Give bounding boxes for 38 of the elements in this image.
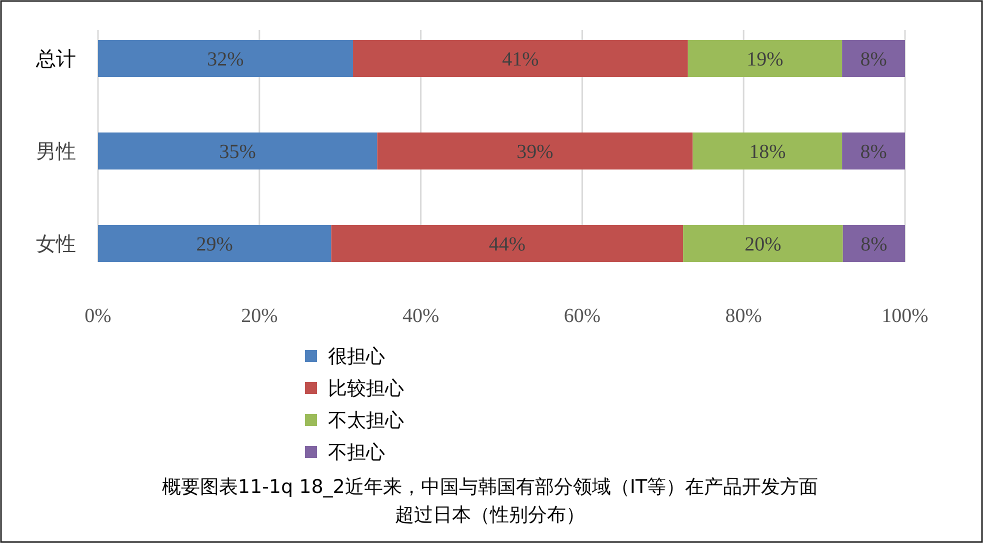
x-tick-label: 40% bbox=[402, 305, 440, 327]
data-label: 29% bbox=[196, 234, 233, 256]
bar bbox=[683, 225, 843, 262]
x-tick-label: 20% bbox=[241, 305, 278, 327]
data-label: 8% bbox=[860, 48, 887, 70]
data-label: 20% bbox=[744, 234, 782, 256]
data-label: 44% bbox=[488, 234, 526, 256]
data-label: 41% bbox=[502, 48, 539, 70]
legend-label: 不太担心 bbox=[328, 410, 404, 432]
data-label: 8% bbox=[860, 234, 888, 256]
data-label: 35% bbox=[219, 141, 256, 163]
bar bbox=[98, 132, 378, 170]
x-tick-label: 100% bbox=[882, 305, 928, 327]
y-tick-label: 总计 bbox=[35, 46, 76, 70]
bar bbox=[331, 225, 684, 262]
y-tick-label: 男性 bbox=[36, 139, 76, 163]
bar bbox=[98, 40, 354, 77]
bar bbox=[692, 132, 842, 170]
bar bbox=[377, 132, 693, 170]
bar bbox=[98, 225, 332, 262]
data-label: 18% bbox=[749, 141, 786, 163]
x-tick-label: 80% bbox=[725, 305, 762, 327]
y-tick-label: 女性 bbox=[36, 232, 76, 256]
legend-label: 很担心 bbox=[328, 346, 385, 368]
data-label: 39% bbox=[516, 141, 554, 163]
bar bbox=[842, 225, 905, 262]
legend-label: 比较担心 bbox=[328, 378, 404, 400]
data-label: 19% bbox=[746, 48, 784, 70]
x-tick-label: 0% bbox=[84, 305, 112, 327]
x-tick-label: 60% bbox=[564, 305, 601, 327]
data-label: 32% bbox=[207, 48, 244, 70]
bar bbox=[688, 40, 842, 77]
bar bbox=[842, 132, 905, 170]
text: 概要图表11-1q 18_2近年来，中国与韩国有部分领域（IT等）在产品开发方面超过日本（性别分布） bbox=[160, 475, 820, 528]
legend-label: 不担心 bbox=[328, 442, 385, 464]
bar bbox=[842, 40, 905, 77]
bar bbox=[353, 40, 688, 77]
data-label: 8% bbox=[860, 141, 887, 163]
